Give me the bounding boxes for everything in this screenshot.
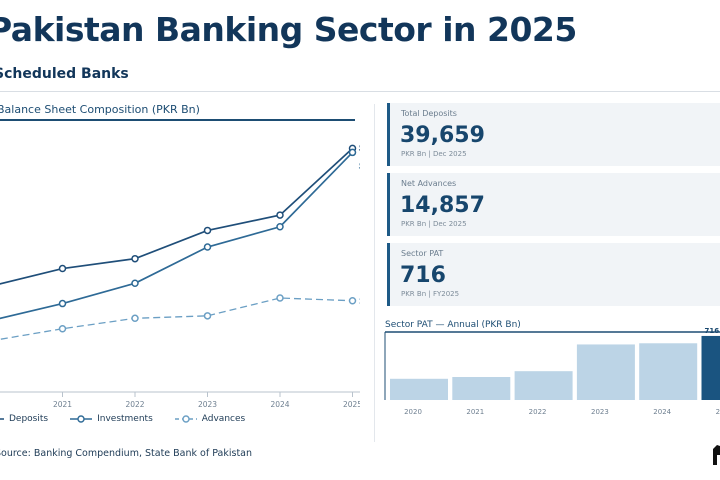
data-point-deposits	[203, 226, 212, 235]
data-point-investments	[58, 299, 67, 308]
kpi-value: 14,857	[400, 193, 485, 218]
bar-2025	[701, 335, 720, 400]
legend-item-deposits[interactable]: Deposits	[0, 414, 48, 424]
panel-divider	[374, 104, 375, 442]
bar-category-label: 2022	[529, 408, 547, 416]
kpi-value: 716	[400, 263, 446, 288]
series-line-advances	[0, 297, 353, 340]
kpi-value: 39,659	[400, 123, 485, 148]
legend-item-investments[interactable]: Investments	[70, 414, 153, 424]
data-point-advances	[131, 314, 139, 323]
legend-marker-investments	[70, 415, 93, 423]
legend-marker-advances	[174, 415, 197, 423]
bar-category-label: 2025	[716, 408, 720, 416]
bar-2020	[390, 378, 448, 400]
series-line-deposits	[0, 147, 354, 285]
page-subtitle: Scheduled Banks	[0, 66, 129, 82]
kpi-note: PKR Bn | FY2025	[401, 290, 460, 298]
data-point-investments	[348, 148, 357, 157]
data-point-investments	[203, 243, 212, 251]
source-note: Source: Banking Compendium, State Bank o…	[0, 448, 253, 459]
bar-data-label: 716	[705, 327, 720, 335]
kpi-card-sector-pat: Sector PAT 716 PKR Bn | FY2025	[387, 243, 720, 306]
header-divider	[0, 91, 720, 92]
legend-marker-deposits	[0, 418, 4, 420]
data-point-investments	[131, 279, 139, 288]
bar-category-label: 2024	[653, 408, 671, 416]
legend-label-deposits: Deposits	[9, 414, 49, 424]
kpi-card-net-advances: Net Advances 14,857 PKR Bn | Dec 2025	[387, 173, 720, 236]
kpi-card-total-deposits: Total Deposits 39,659 PKR Bn | Dec 2025	[387, 103, 720, 166]
kpi-note: PKR Bn | Dec 2025	[401, 220, 467, 228]
data-point-advances	[276, 294, 284, 302]
data-point-advances	[58, 324, 67, 333]
bar-2024	[639, 343, 698, 400]
bar-2022	[514, 371, 573, 400]
data-point-advances	[348, 296, 357, 305]
data-point-deposits	[276, 211, 284, 219]
kpi-label: Net Advances	[401, 179, 457, 188]
data-point-advances	[203, 312, 212, 320]
legend-label-advances: Advances	[201, 414, 246, 424]
x-tick-label: 2025	[343, 400, 360, 409]
bar-category-label: 2021	[466, 408, 484, 416]
bar-2023	[576, 344, 635, 400]
end-label-deposits: 39T	[359, 144, 361, 152]
kpi-note: PKR Bn | Dec 2025	[401, 150, 467, 158]
balance-sheet-line-chart: 2021 2022 2023 2024 2025 39T 39T 14T	[0, 144, 361, 409]
page-title: Pakistan Banking Sector in 2025	[0, 10, 577, 49]
x-tick-label: 2023	[198, 400, 217, 409]
kpi-label: Sector PAT	[401, 249, 444, 258]
data-point-investments	[276, 223, 284, 231]
sector-pat-bar-chart: Sector PAT — Annual (PKR Bn) 2020 2021 2022…	[384, 320, 720, 416]
balance-sheet-title-rule	[0, 119, 355, 121]
bar-category-label: 2020	[404, 408, 422, 416]
legend-item-advances[interactable]: Advances	[174, 414, 246, 424]
balance-sheet-chart-title: Balance Sheet Composition (PKR Bn)	[0, 103, 200, 116]
bar-category-label: 2023	[591, 408, 609, 416]
bar-2021	[452, 377, 511, 400]
chart-legend: Deposits Investments Advances	[0, 414, 245, 424]
kpi-label: Total Deposits	[401, 109, 457, 118]
end-label-advances: 14T	[359, 298, 361, 306]
end-label-investments: 39T	[359, 162, 361, 170]
x-tick-label: 2022	[125, 400, 144, 409]
x-tick-label: 2024	[270, 400, 289, 409]
series-line-investments	[0, 151, 354, 320]
x-tick-label: 2021	[53, 400, 72, 409]
brand-logo-icon	[713, 445, 720, 465]
pat-chart-title: Sector PAT — Annual (PKR Bn)	[385, 320, 521, 330]
legend-label-investments: Investments	[97, 414, 153, 424]
data-point-deposits	[131, 254, 139, 263]
data-point-deposits	[58, 264, 67, 273]
